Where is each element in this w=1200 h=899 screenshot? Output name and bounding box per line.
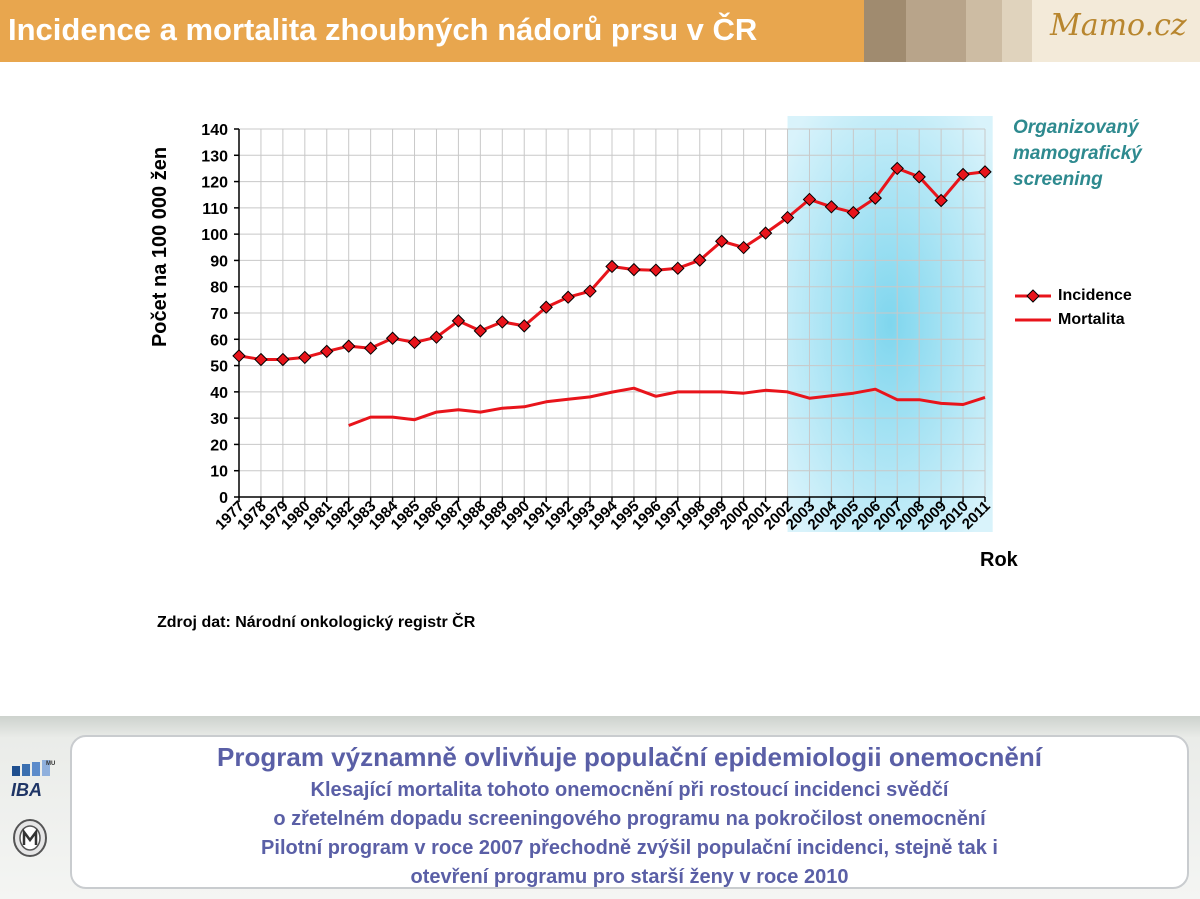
data-point-incidence-1985	[407, 335, 422, 350]
legend-label-incidence: Incidence	[1058, 287, 1132, 304]
footer-line-1: Klesající mortalita tohoto onemocnění př…	[310, 779, 949, 801]
y-tick-label: 120	[201, 175, 228, 192]
header-deco-block-3	[966, 0, 1002, 62]
footer-line-4: otevření programu pro starší ženy v roce…	[410, 866, 849, 888]
data-point-incidence-1992	[561, 290, 575, 304]
y-tick-label: 80	[210, 280, 228, 297]
data-point-incidence-2008	[912, 170, 926, 184]
screening-highlight-band	[787, 116, 993, 532]
mamo-logo[interactable]: Mamo.cz	[1032, 0, 1200, 62]
data-point-incidence-2010	[956, 167, 970, 182]
data-point-incidence-1980	[298, 350, 312, 365]
data-point-incidence-2003	[802, 192, 817, 207]
data-point-incidence-1989	[495, 315, 510, 329]
data-point-incidence-1990	[517, 319, 531, 333]
mamo-logo-text: Mamo.cz	[1050, 8, 1187, 43]
data-point-incidence-2005	[846, 205, 861, 220]
data-point-incidence-2009	[934, 193, 948, 208]
data-point-incidence-1977	[232, 349, 246, 363]
data-point-incidence-2011	[978, 165, 992, 179]
data-point-incidence-1979	[276, 352, 290, 367]
legend-incidence-swatch-icon	[1015, 289, 1051, 303]
x-axis-title: Rok	[980, 549, 1019, 571]
series-line-mortalita	[348, 386, 986, 427]
data-point-incidence-1983	[363, 341, 378, 355]
data-point-incidence-1987	[451, 314, 466, 328]
y-tick-label: 20	[210, 437, 228, 454]
y-tick-label: 140	[201, 122, 228, 139]
data-point-incidence-1984	[385, 331, 400, 345]
header-deco-block-1	[864, 0, 906, 62]
data-point-incidence-1982	[341, 339, 356, 353]
y-axis-title: Počet na 100 000 žen	[149, 147, 171, 347]
header-bar: Incidence a mortalita zhoubných nádorů p…	[0, 0, 1200, 62]
data-point-incidence-2004	[824, 200, 839, 214]
y-tick-label: 30	[210, 411, 228, 428]
university-seal-icon[interactable]	[12, 818, 48, 858]
y-tick-label: 70	[210, 306, 228, 323]
footer-line-2: o zřetelném dopadu screeningového progra…	[273, 808, 986, 830]
chart-legend: Incidence Mortalita	[1013, 286, 1193, 334]
source-note: Zdroj dat: Národní onkologický registr Č…	[157, 614, 476, 631]
header-deco-block-4	[1002, 0, 1032, 62]
data-point-incidence-1988	[473, 324, 488, 338]
y-tick-label: 50	[210, 359, 228, 376]
data-point-incidence-1996	[649, 263, 663, 277]
data-point-incidence-2001	[758, 226, 773, 240]
y-tick-label: 110	[202, 201, 228, 218]
screening-annotation: Organizovaný mamografický screening	[1013, 117, 1142, 190]
data-point-incidence-2006	[868, 191, 883, 205]
footer-line-3: Pilotní program v roce 2007 přechodně zv…	[261, 837, 998, 859]
data-point-incidence-2007	[890, 161, 904, 176]
y-tick-label: 10	[210, 464, 228, 481]
data-point-incidence-1998	[693, 253, 707, 267]
data-point-incidence-1993	[583, 284, 597, 298]
data-point-incidence-1994	[605, 259, 619, 274]
legend-label-mortalita: Mortalita	[1058, 311, 1125, 328]
y-tick-label: 60	[210, 332, 228, 349]
legend-item-incidence: Incidence	[1013, 286, 1193, 310]
data-point-incidence-1978	[254, 352, 268, 367]
mu-mark-text: MU	[46, 761, 55, 767]
iba-logo-text: IBA	[11, 780, 42, 800]
data-point-incidence-1986	[429, 330, 444, 344]
legend-item-mortalita: Mortalita	[1013, 310, 1193, 334]
data-point-incidence-1999	[714, 234, 729, 248]
page-title: Incidence a mortalita zhoubných nádorů p…	[8, 12, 758, 47]
footer-heading: Program významně ovlivňuje populační epi…	[217, 742, 1042, 772]
y-tick-label: 100	[201, 227, 228, 244]
data-point-incidence-1991	[539, 300, 553, 314]
data-point-incidence-2002	[780, 210, 795, 225]
legend-mortalita-swatch-icon	[1015, 318, 1051, 322]
data-point-incidence-1981	[320, 344, 334, 359]
data-point-incidence-1997	[671, 261, 685, 276]
y-tick-label: 130	[201, 148, 228, 165]
y-tick-label: 0	[219, 490, 228, 507]
iba-logo[interactable]: MU IBA	[8, 758, 58, 802]
header-deco-block-2	[906, 0, 966, 62]
data-point-incidence-1995	[627, 262, 641, 277]
y-tick-label: 40	[210, 385, 228, 402]
y-tick-label: 90	[210, 253, 228, 270]
footer-message-box	[70, 735, 1189, 889]
data-point-incidence-2000	[736, 240, 751, 255]
